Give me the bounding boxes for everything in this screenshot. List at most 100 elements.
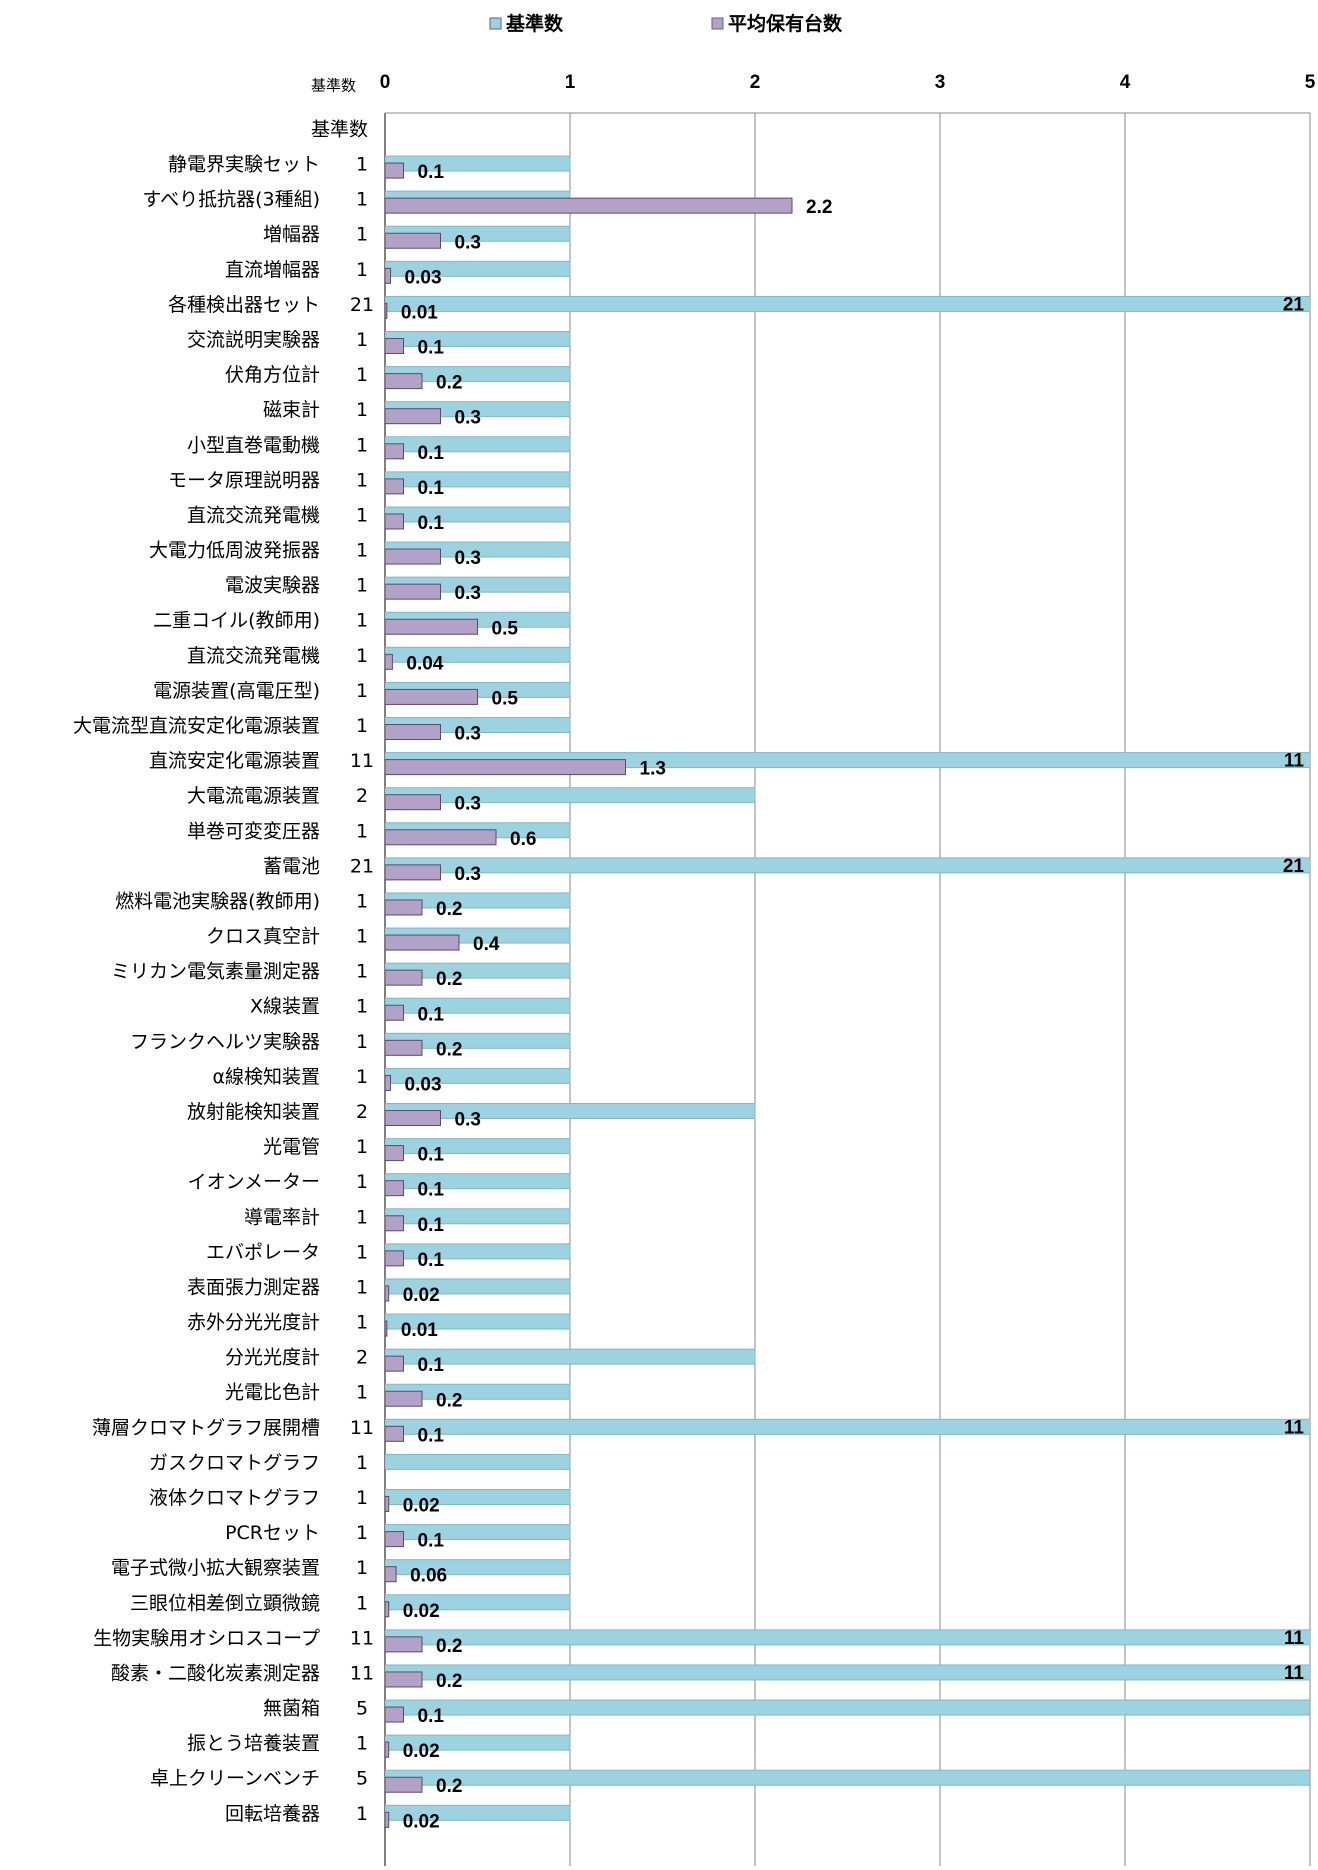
base-number: 1 (356, 890, 368, 912)
bar (385, 1180, 404, 1197)
category-label: 光電管 (263, 1136, 320, 1158)
value-label: 0.1 (418, 1215, 445, 1236)
category-label: ガスクロマトグラフ (149, 1452, 320, 1474)
base-number: 1 (356, 610, 368, 632)
bar (385, 1067, 571, 1084)
value-label: 0.1 (418, 1425, 445, 1446)
bar (385, 1004, 404, 1021)
category-label: 無菌箱 (263, 1698, 320, 1720)
base-number: 1 (356, 961, 368, 983)
value-label: 0.5 (492, 618, 519, 639)
category-label: 表面張力測定器 (187, 1276, 320, 1298)
value-label: 11 (1284, 1628, 1305, 1649)
value-label: 0.4 (473, 934, 500, 955)
bar (385, 1250, 404, 1267)
value-label: 0.3 (455, 864, 481, 885)
category-label: 各種検出器セット (168, 294, 320, 316)
bar (385, 1039, 423, 1056)
base-number: 1 (356, 1592, 368, 1614)
bar (385, 513, 404, 530)
value-label: 0.5 (492, 688, 519, 709)
base-number: 11 (350, 1627, 374, 1649)
value-label: 0.1 (418, 443, 445, 464)
bar (385, 1566, 397, 1583)
value-label: 0.3 (455, 583, 481, 604)
category-label: 小型直巻電動機 (187, 434, 320, 456)
base-number: 1 (356, 1487, 368, 1509)
bar (385, 1215, 404, 1232)
category-label: 回転培養器 (225, 1803, 320, 1825)
category-label: 赤外分光光度計 (187, 1312, 320, 1334)
bar (385, 506, 571, 523)
bar (385, 583, 441, 600)
base-number: 1 (356, 1382, 368, 1404)
bar (385, 1348, 756, 1365)
base-number: 1 (356, 645, 368, 667)
value-label: 0.2 (436, 1636, 462, 1657)
value-label: 21 (1283, 856, 1305, 877)
category-label: 直流交流発電機 (187, 645, 320, 667)
category-label: 液体クロマトグラフ (149, 1487, 320, 1509)
category-label: 伏角方位計 (225, 364, 320, 386)
base-number: 1 (356, 715, 368, 737)
bar (385, 1741, 390, 1758)
base-number: 1 (356, 399, 368, 421)
value-label: 0.6 (510, 829, 536, 850)
base-number: 2 (356, 785, 368, 807)
category-label: ミリカン電気素量測定器 (111, 961, 320, 983)
x-tick-label: 1 (565, 72, 576, 93)
value-label: 0.3 (455, 794, 481, 815)
bar (385, 548, 441, 565)
category-label: 電波実験器 (225, 575, 320, 597)
bar (385, 1418, 1310, 1435)
bar (385, 1173, 571, 1190)
base-number: 1 (356, 1206, 368, 1228)
bar (385, 1524, 571, 1541)
bar (385, 794, 441, 811)
category-label: 電子式微小拡大観察装置 (111, 1557, 320, 1579)
category-label: イオンメーター (188, 1171, 320, 1193)
value-label: 0.3 (455, 724, 481, 745)
bar (385, 302, 388, 319)
value-label: 0.1 (418, 1004, 445, 1025)
value-label: 0.3 (455, 1110, 481, 1131)
base-number: 21 (350, 855, 374, 877)
category-label: クロス真空計 (206, 926, 320, 948)
base-number: 5 (356, 1698, 368, 1720)
bar (385, 759, 626, 776)
value-label: 0.1 (418, 1180, 445, 1201)
bar (385, 1671, 423, 1688)
x-tick-label: 4 (1120, 72, 1131, 93)
bar (385, 1531, 404, 1548)
bar (385, 1804, 571, 1821)
base-number: 1 (356, 1276, 368, 1298)
base-number: 1 (356, 1136, 368, 1158)
bar (385, 295, 1310, 312)
category-label: 卓上クリーンベンチ (150, 1768, 320, 1790)
category-label: 導電率計 (244, 1206, 320, 1228)
bar (385, 1320, 388, 1337)
x-tick-label: 3 (935, 72, 946, 93)
value-label: 0.1 (418, 1706, 445, 1727)
base-number: 1 (356, 1312, 368, 1334)
category-label: 燃料電池実験器(教師用) (115, 890, 320, 912)
bar (385, 618, 478, 635)
value-label: 0.1 (418, 162, 445, 183)
value-label: 11 (1284, 1663, 1305, 1684)
category-label: 三眼位相差倒立顕微鏡 (130, 1592, 320, 1614)
value-label: 0.02 (403, 1285, 440, 1306)
bar (385, 1769, 1310, 1786)
value-label: 0.2 (436, 1671, 462, 1692)
value-label: 0.1 (418, 1355, 445, 1376)
value-label: 0.03 (405, 1074, 442, 1095)
bar (385, 155, 571, 172)
bar (385, 408, 441, 425)
bar (385, 787, 756, 804)
bar (385, 934, 460, 951)
bar (385, 857, 1310, 874)
bar (385, 1032, 571, 1049)
value-label: 0.01 (401, 1320, 438, 1341)
bar (385, 1278, 571, 1295)
bar (385, 443, 404, 460)
category-label: 単巻可変変圧器 (187, 820, 320, 842)
